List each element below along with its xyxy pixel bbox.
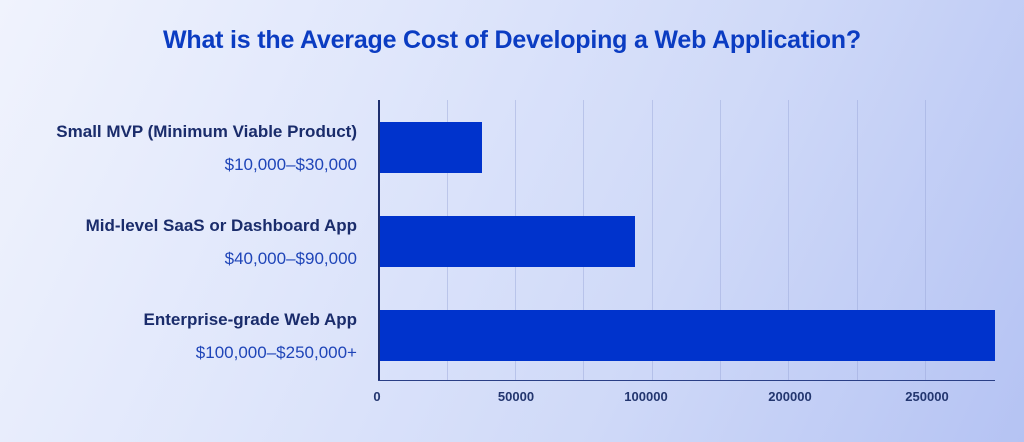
bar-enterprise xyxy=(379,310,995,361)
category-range: $40,000–$90,000 xyxy=(224,249,357,268)
x-tick-label: 50000 xyxy=(497,389,535,404)
y-axis xyxy=(378,100,380,381)
category-range: $10,000–$30,000 xyxy=(224,155,357,174)
gridline xyxy=(788,100,789,381)
category-name: Small MVP (Minimum Viable Product) xyxy=(56,122,357,141)
x-axis xyxy=(378,379,995,381)
gridline xyxy=(925,100,926,381)
gridline xyxy=(652,100,653,381)
x-tick-label: 250000 xyxy=(905,389,949,404)
bar-small-mvp xyxy=(379,122,482,173)
x-tick-label: 0 xyxy=(373,389,381,404)
x-tick-label: 200000 xyxy=(768,389,812,404)
category-range: $100,000–$250,000+ xyxy=(195,343,357,362)
chart-title: What is the Average Cost of Developing a… xyxy=(163,26,861,54)
category-name: Mid-level SaaS or Dashboard App xyxy=(85,216,357,235)
plot-area xyxy=(378,100,995,381)
category-label-mid-level-saas: Mid-level SaaS or Dashboard App $40,000–… xyxy=(86,216,357,269)
gridline xyxy=(857,100,858,381)
bar-mid-level-saas xyxy=(379,216,635,267)
category-label-enterprise: Enterprise-grade Web App $100,000–$250,0… xyxy=(144,310,357,363)
x-tick-label: 100000 xyxy=(624,389,668,404)
gridline xyxy=(720,100,721,381)
category-label-small-mvp: Small MVP (Minimum Viable Product) $10,0… xyxy=(56,122,357,175)
category-name: Enterprise-grade Web App xyxy=(143,310,357,329)
